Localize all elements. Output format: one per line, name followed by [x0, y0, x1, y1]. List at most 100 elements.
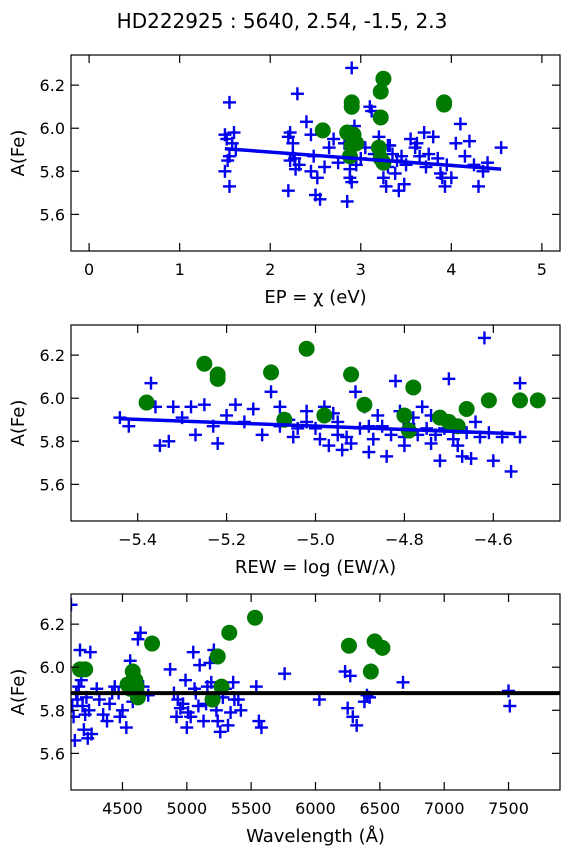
x-tick-label: −5.4 — [118, 530, 157, 549]
plus-point — [451, 439, 465, 453]
x-tick-label: 4 — [446, 260, 456, 279]
plus-point — [184, 710, 198, 724]
plus-point — [417, 126, 431, 140]
plus-point — [455, 449, 469, 463]
figure-title: HD222925 : 5640, 2.54, -1.5, 2.3 — [117, 9, 448, 33]
plus-point — [371, 408, 385, 422]
circle-point — [375, 154, 392, 171]
y-axis-label: A(Fe) — [8, 669, 29, 716]
plus-point — [309, 188, 322, 202]
x-tick-label: 7500 — [488, 799, 529, 818]
plus-point — [83, 645, 97, 659]
plus-point — [133, 626, 147, 640]
plus-point — [504, 464, 518, 478]
y-tick-label: 6.0 — [40, 119, 65, 138]
y-tick-label: 6.2 — [40, 615, 65, 634]
plus-point — [469, 415, 483, 429]
circle-point — [375, 70, 392, 87]
y-tick-label: 6.0 — [40, 389, 65, 408]
plus-point — [85, 727, 99, 741]
plus-point — [444, 171, 458, 185]
x-tick-label: −5.2 — [207, 530, 246, 549]
plus-point — [458, 149, 472, 163]
plus-point — [379, 179, 393, 193]
circle-point — [396, 407, 413, 424]
plus-point — [462, 134, 476, 148]
plus-point — [494, 141, 508, 155]
circle-point — [372, 83, 389, 100]
y-tick-label: 6.2 — [40, 76, 65, 95]
x-tick-label: 5500 — [231, 799, 272, 818]
x-tick-label: 0 — [84, 260, 94, 279]
plus-point — [467, 158, 481, 172]
plus-point — [221, 718, 235, 732]
plus-point — [397, 177, 411, 191]
circle-point — [209, 370, 226, 387]
panel-1: 0 1 2 3 4 5 5.6 5.8 6.0 6.2 EP = χ (eV) A(Fe) — [8, 54, 561, 308]
panels: 0 1 2 3 4 55.65.86.06.2EP = χ (eV)A(Fe)−5.4 −5… — [8, 54, 561, 847]
plus-point — [73, 643, 87, 657]
plus-point — [513, 376, 527, 390]
plus-point — [179, 673, 193, 687]
plus-point — [119, 721, 133, 735]
plus-point — [360, 688, 374, 702]
plus-point — [281, 184, 295, 198]
plus-point — [197, 398, 211, 412]
plus-point — [71, 733, 82, 747]
panel-2: −5.4 −5.2 −5.0 −4.8 −4.6 5.6 5.8 6.0 6.2 REW = lo… — [8, 324, 561, 578]
plus-point — [340, 194, 354, 208]
plus-point — [304, 164, 318, 178]
plus-point — [211, 714, 225, 728]
plus-point — [424, 436, 438, 450]
y-tick-label: 5.8 — [40, 432, 65, 451]
plus-point — [396, 675, 410, 689]
plus-point — [304, 128, 318, 142]
plus-point — [153, 439, 167, 453]
plus-point — [176, 697, 190, 711]
x-tick-label: 2 — [265, 260, 275, 279]
plus-point — [273, 400, 287, 414]
plus-point — [264, 385, 278, 399]
plus-point — [365, 104, 379, 118]
circle-point — [436, 94, 453, 111]
plus-point — [422, 147, 436, 161]
circle-point — [314, 122, 331, 139]
x-tick-label: 3 — [356, 260, 366, 279]
fit-line — [224, 146, 502, 171]
plus-point — [341, 701, 355, 715]
plus-point — [226, 675, 240, 689]
plus-point — [71, 598, 78, 612]
y-tick-label: 6.0 — [40, 658, 65, 677]
plus-point — [380, 449, 394, 463]
plus-point — [115, 703, 129, 717]
plot-area — [218, 61, 508, 208]
plus-point — [191, 699, 205, 713]
plus-point — [249, 680, 263, 694]
circle-point — [405, 379, 422, 396]
plus-point — [433, 454, 447, 468]
plus-point — [350, 718, 364, 732]
panel-3: 4500 5000 5500 6000 6500 7000 7500 5.6 5.8 6.0 6.2… — [8, 593, 561, 847]
circle-point — [343, 94, 360, 111]
plus-point — [286, 136, 300, 150]
plus-point — [389, 374, 403, 388]
plus-point — [362, 445, 376, 459]
plus-point — [335, 443, 349, 457]
plus-point — [77, 723, 91, 737]
circle-point — [511, 392, 528, 409]
plus-point — [255, 428, 269, 442]
circle-point — [144, 635, 161, 652]
plus-point — [410, 136, 424, 150]
circle-point — [362, 663, 379, 680]
plus-point — [343, 669, 357, 683]
plus-point — [290, 87, 304, 101]
plus-point — [464, 452, 478, 466]
plus-point — [449, 136, 463, 150]
y-tick-label: 5.6 — [40, 744, 65, 763]
plus-point — [231, 693, 245, 707]
x-tick-label: 6500 — [359, 799, 400, 818]
plus-point — [502, 684, 516, 698]
plus-point — [346, 710, 360, 724]
plus-point — [213, 725, 227, 739]
